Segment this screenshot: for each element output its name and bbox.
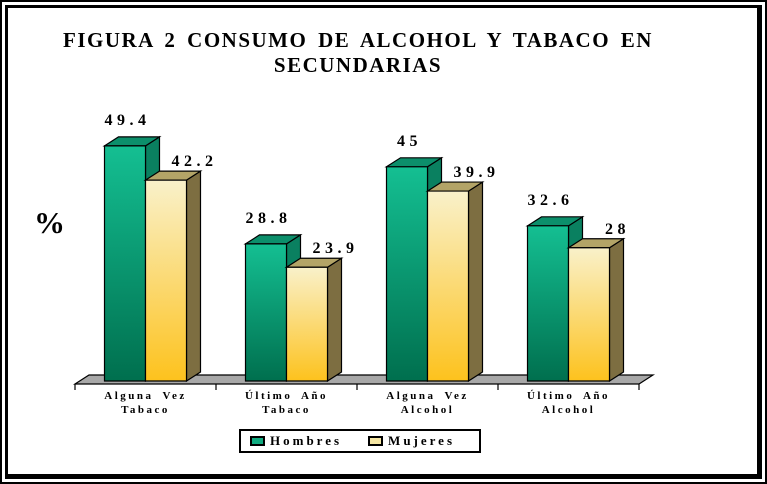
value-label: 49.4 bbox=[104, 111, 151, 129]
legend-item-mujeres: Mujeres bbox=[368, 433, 455, 449]
mujeres-swatch bbox=[368, 436, 384, 446]
value-label: 32.6 bbox=[527, 191, 574, 209]
bar-mujeres-1-front bbox=[285, 266, 329, 382]
legend-item-hombres: Hombres bbox=[250, 433, 342, 449]
category-label: Último Año Alcohol bbox=[527, 390, 610, 417]
category-label: Último Año Tabaco bbox=[245, 390, 328, 417]
legend-label-mujeres: Mujeres bbox=[388, 433, 456, 448]
value-label: 23.9 bbox=[312, 240, 359, 258]
category-label-line: Alcohol bbox=[400, 403, 455, 416]
legend: Hombres Mujeres bbox=[239, 429, 481, 453]
value-label: 28 bbox=[605, 220, 630, 238]
hombres-swatch bbox=[250, 436, 265, 446]
bar-mujeres-3-front bbox=[567, 247, 611, 382]
bar-mujeres-0-front bbox=[144, 179, 188, 382]
legend-label-hombres: Hombres bbox=[270, 433, 343, 448]
bar-mujeres-2-front bbox=[426, 190, 470, 382]
value-label: 42.2 bbox=[171, 153, 218, 171]
category-label-line: Alguna Vez bbox=[104, 390, 187, 402]
chart-area: FIGURA 2 CONSUMO DE ALCOHOL Y TABACO EN … bbox=[5, 5, 762, 479]
labels-layer: 49.4 42.2 28.8 23.9 45 39.9 32.6 28 Alguna Vez Ta… bbox=[8, 8, 757, 474]
category-label-line: Último Año bbox=[526, 390, 611, 402]
value-label: 45 bbox=[397, 132, 422, 150]
category-label-line: Alcohol bbox=[541, 403, 596, 416]
value-label: 28.8 bbox=[245, 209, 292, 227]
bar-chart-canvas bbox=[72, 135, 656, 390]
category-label-line: Último Año bbox=[244, 390, 329, 402]
chart-title: FIGURA 2 CONSUMO DE ALCOHOL Y TABACO EN … bbox=[63, 28, 653, 77]
category-label: Alguna Vez Tabaco bbox=[104, 390, 187, 417]
y-axis-label: % bbox=[34, 205, 65, 240]
floor bbox=[72, 374, 656, 385]
category-label-line: Tabaco bbox=[262, 403, 311, 416]
category-label-line: Tabaco bbox=[121, 403, 170, 416]
category-label: Alguna Vez Alcohol bbox=[386, 390, 469, 417]
value-label: 39.9 bbox=[453, 164, 500, 182]
category-label-line: Alguna Vez bbox=[386, 390, 469, 402]
